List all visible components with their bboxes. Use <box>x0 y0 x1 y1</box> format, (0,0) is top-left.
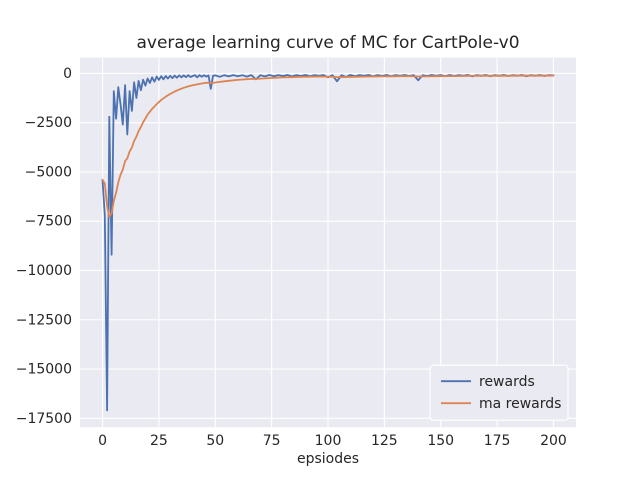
y-tick-label: −15000 <box>16 362 72 378</box>
gridlines <box>80 57 576 428</box>
legend: rewards ma rewards <box>429 364 569 421</box>
x-tick-label: 200 <box>540 433 567 449</box>
x-tick-label: 150 <box>427 433 454 449</box>
x-tick-label: 100 <box>315 433 342 449</box>
legend-label: ma rewards <box>479 396 561 412</box>
y-tick-label: −5000 <box>25 164 72 180</box>
series-line-ma-rewards <box>101 74 555 218</box>
legend-box <box>429 364 569 421</box>
y-tick-label: −7500 <box>25 214 72 230</box>
y-tick-labels: 0 −2500 −5000 −7500 −10000 −12500 −15000 −17500 <box>16 66 72 427</box>
y-tick-label: 0 <box>63 66 72 82</box>
y-tick-label: −10000 <box>16 263 72 279</box>
x-tick-label: 75 <box>263 433 281 449</box>
x-tick-labels: 0 25 50 75 100 125 150 175 200 <box>98 433 567 449</box>
y-tick-label: −17500 <box>16 411 72 427</box>
x-tick-label: 0 <box>98 433 107 449</box>
y-tick-label: −2500 <box>25 115 72 131</box>
y-tick-label: −12500 <box>16 312 72 328</box>
series-lines <box>101 74 555 412</box>
x-tick-label: 175 <box>484 433 511 449</box>
x-tick-label: 25 <box>150 433 168 449</box>
x-tick-label: 125 <box>371 433 398 449</box>
legend-label: rewards <box>479 374 535 390</box>
chart-title: average learning curve of MC for CartPol… <box>136 33 519 53</box>
x-tick-label: 50 <box>206 433 224 449</box>
x-axis-label: epsiodes <box>297 451 359 467</box>
